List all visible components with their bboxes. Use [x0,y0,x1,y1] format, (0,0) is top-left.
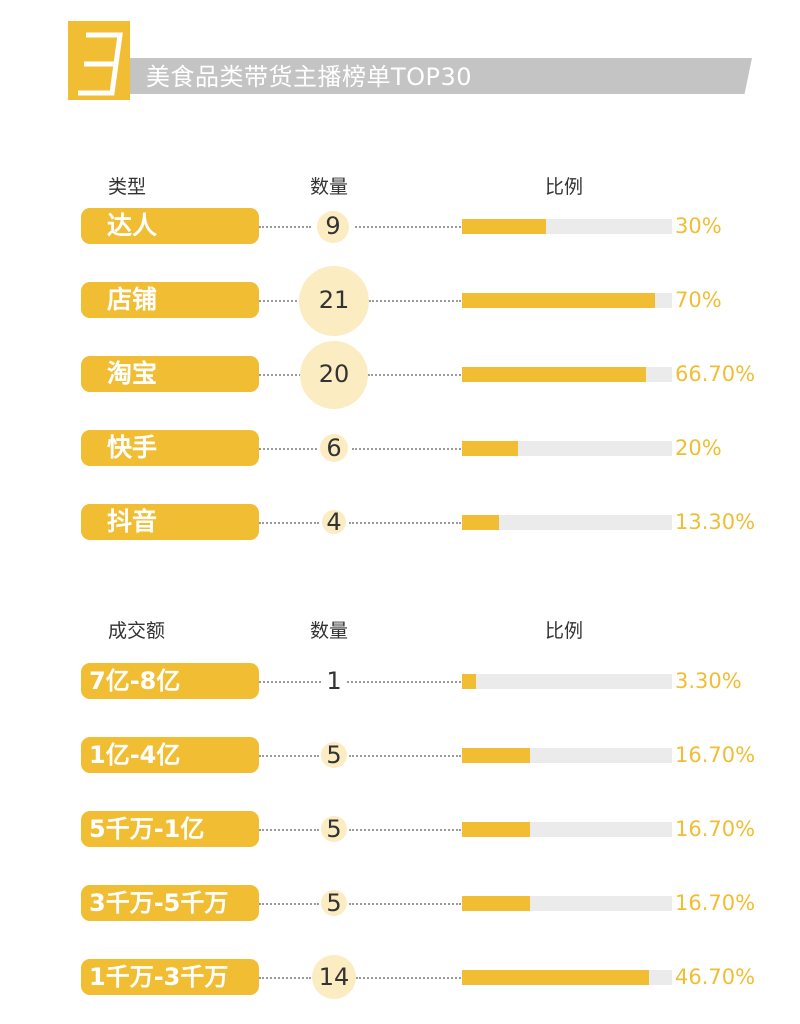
s2-row-label: 1千万-3千万 [81,959,259,995]
page-title: 美食品类带货主播榜单TOP30 [146,63,473,91]
dot-leader [349,829,461,831]
s1-row-count: 4 [326,508,342,536]
s2-col-ratio: 比例 [545,620,584,642]
s1-row-ratio: 70% [675,288,722,312]
number-3-glyph [78,32,123,96]
dot-leader [349,903,461,905]
count-bubble [299,266,369,336]
ratio-track [462,822,672,837]
count-bubble [321,890,347,916]
dot-leader [259,903,319,905]
dot-leader [349,755,461,757]
s1-row-count: 6 [326,434,342,462]
count-bubble [322,510,346,534]
s1-col-type: 类型 [108,176,147,198]
s1-row-count: 21 [318,286,350,314]
s2-row-count: 5 [326,889,342,917]
ratio-fill [462,748,530,763]
ratio-track [462,293,672,308]
count-bubble [321,742,347,768]
s1-row-label: 淘宝 [81,356,259,392]
ratio-fill [462,219,546,234]
ratio-track [462,896,672,911]
s2-row-ratio: 16.70% [675,891,756,915]
dot-leader [368,374,461,376]
dot-leader [259,755,319,757]
dot-leader [259,448,317,450]
ratio-track [462,748,672,763]
s1-col-ratio: 比例 [545,176,584,198]
s1-row-count: 9 [325,212,341,240]
dot-leader [349,522,461,524]
s2-row-label: 3千万-5千万 [81,885,259,921]
section-number-badge [68,21,130,100]
ratio-fill [462,896,530,911]
count-bubble [321,816,347,842]
dot-leader [259,977,311,979]
dot-leader [259,300,301,302]
ratio-fill [462,822,530,837]
ratio-fill [462,674,476,689]
s2-col-count: 数量 [310,620,349,642]
s2-row-count: 5 [326,741,342,769]
s1-row-label: 店铺 [81,282,259,318]
dot-leader [259,522,319,524]
ratio-track [462,219,672,234]
s1-row-ratio: 13.30% [675,510,756,534]
ratio-track [462,441,672,456]
ratio-track [462,515,672,530]
dot-leader [369,300,461,302]
s2-row-ratio: 16.70% [675,743,756,767]
count-bubble [300,341,368,409]
s2-row-ratio: 3.30% [675,669,742,693]
s1-row-label: 快手 [81,430,259,466]
count-bubble [312,955,356,999]
count-bubble [317,211,349,243]
s2-row-count: 14 [318,963,350,991]
s2-row-label: 7亿-8亿 [81,663,259,699]
count-bubble [320,434,348,462]
s1-col-count: 数量 [310,176,349,198]
s1-row-label: 抖音 [81,504,259,540]
dot-leader [356,977,461,979]
ratio-fill [462,515,499,530]
dot-leader [259,681,461,683]
header-bar [130,58,752,94]
dot-leader [259,374,301,376]
ratio-fill [462,367,646,382]
s1-row-ratio: 20% [675,436,722,460]
ratio-track [462,970,672,985]
ratio-fill [462,293,655,308]
s2-row-count: 1 [322,667,346,695]
ratio-track [462,674,672,689]
s2-row-count: 5 [326,815,342,843]
s1-row-ratio: 30% [675,214,722,238]
dot-leader [259,829,319,831]
s2-row-label: 1亿-4亿 [81,737,259,773]
s1-row-count: 20 [318,360,350,388]
s1-row-label: 达人 [81,208,259,244]
s2-row-ratio: 16.70% [675,817,756,841]
s2-row-label: 5千万-1亿 [81,811,259,847]
ratio-fill [462,441,518,456]
ratio-track [462,367,672,382]
dot-leader [352,448,461,450]
dot-leader [259,226,311,228]
s2-row-ratio: 46.70% [675,965,756,989]
s2-col-type: 成交额 [108,620,166,642]
dot-leader [355,226,461,228]
s1-row-ratio: 66.70% [675,362,756,386]
ratio-fill [462,970,649,985]
